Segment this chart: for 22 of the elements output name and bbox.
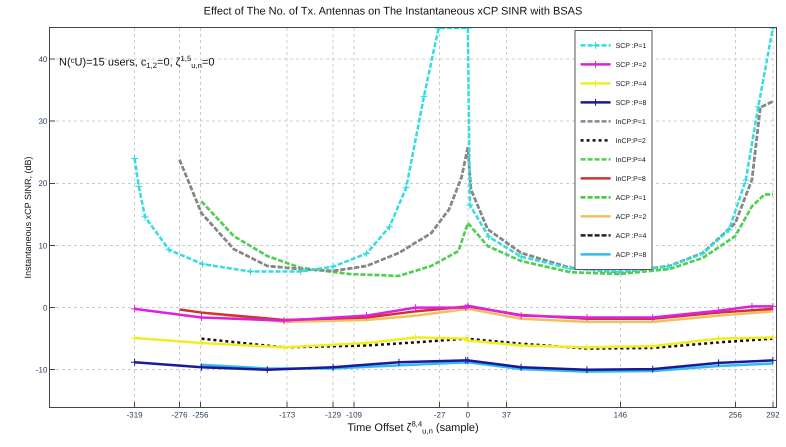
x-tick-label: -256 <box>192 410 209 420</box>
x-tick-label: -27 <box>434 410 446 420</box>
x-tick-label: 0 <box>466 410 471 420</box>
x-tick-label: -109 <box>346 410 363 420</box>
annotation: N(ᶜU)=15 users, c$_{1,2}$=0, ζ$^{1,5}$$_{u,n}$=0 <box>59 54 214 70</box>
x-tick-label: 256 <box>728 410 742 420</box>
x-tick-label: 146 <box>614 410 628 420</box>
x-tick-label: -276 <box>172 410 188 420</box>
chart-title: Effect of The No. of Tx. Antennas on The Instantaneous xCP SINR with BSAS <box>204 5 582 18</box>
x-tick-label: 37 <box>502 410 512 420</box>
x-tick-label: 292 <box>766 410 780 420</box>
x-axis-title: Time Offset ζ$^{8,4}$$_{u,n}$ (sample) <box>347 420 479 436</box>
y-tick-label: 20 <box>38 179 48 188</box>
y-tick-label: 30 <box>38 117 48 126</box>
y-tick-label: 10 <box>38 241 48 250</box>
x-tick-label: -129 <box>325 410 342 420</box>
x-tick-label: -319 <box>126 410 144 420</box>
y-tick-label: 40 <box>38 54 48 64</box>
y-axis-title: Instantaneous xCP SINR, (dB) <box>23 156 34 278</box>
x-tick-label: -173 <box>279 410 296 420</box>
y-tick-label: -10 <box>36 366 48 375</box>
y-tick-label: 0 <box>42 303 48 312</box>
